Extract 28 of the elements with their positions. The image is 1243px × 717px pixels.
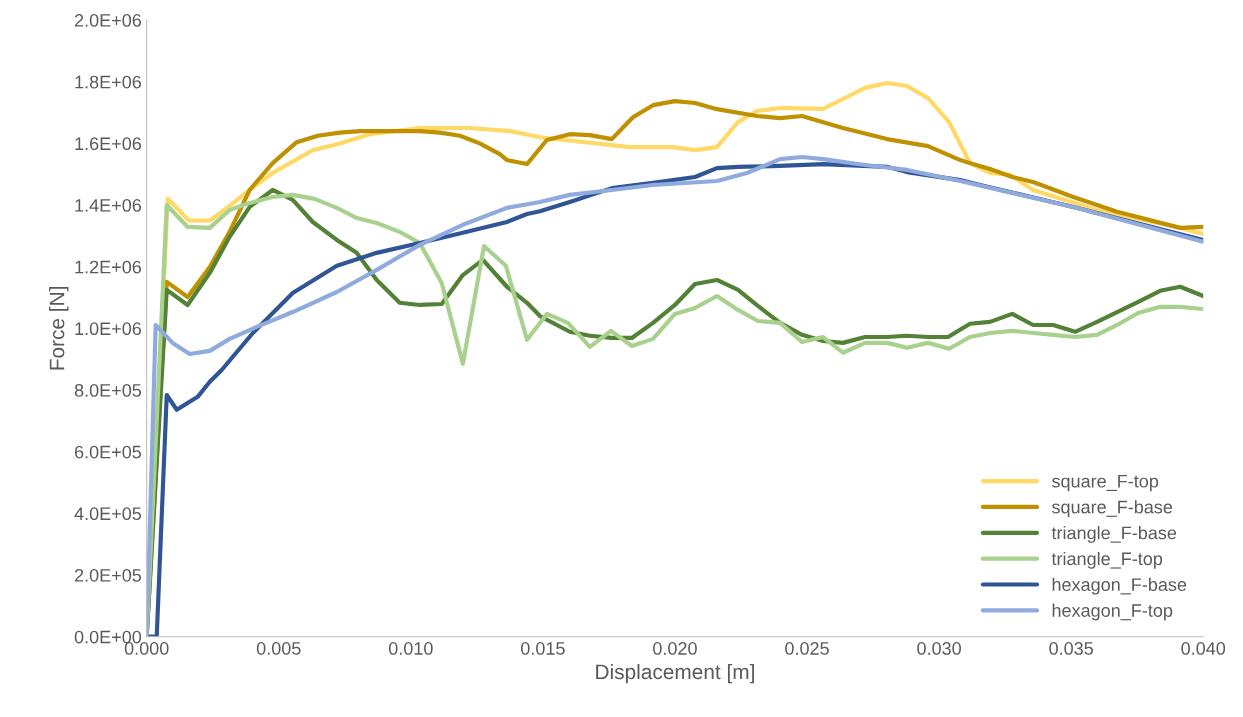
y-tick-label: 2.0E+06 bbox=[74, 14, 142, 27]
y-tick-label: 1.0E+06 bbox=[75, 322, 142, 336]
y-tick-label: 2.0E+05 bbox=[74, 568, 142, 582]
x-tick-label: 0.000 bbox=[124, 642, 169, 655]
y-tick-label: 4.0E+05 bbox=[74, 507, 142, 521]
legend-label: square_F-base bbox=[1051, 500, 1173, 518]
x-tick-label: 0.020 bbox=[653, 642, 697, 655]
legend-label: triangle_F-top bbox=[1051, 551, 1163, 569]
y-tick-label: 1.6E+06 bbox=[75, 137, 142, 151]
x-tick-label: 0.025 bbox=[785, 642, 829, 655]
x-tick-label: 0.015 bbox=[521, 642, 565, 655]
y-tick-label: 0.0E+00 bbox=[74, 630, 142, 644]
y-tick-label: 1.2E+06 bbox=[75, 260, 142, 274]
x-tick-label: 0.035 bbox=[1049, 642, 1093, 655]
legend-label: square_F-top bbox=[1051, 474, 1159, 492]
x-axis-title: Displacement [m] bbox=[596, 663, 754, 684]
legend-label: hexagon_F-base bbox=[1052, 577, 1187, 595]
y-tick-label: 6.0E+05 bbox=[74, 445, 142, 459]
legend-label: triangle_F-base bbox=[1051, 526, 1177, 543]
x-tick-label: 0.010 bbox=[388, 642, 433, 655]
y-axis-title: Force [N] bbox=[49, 287, 69, 370]
y-tick-label: 8.0E+05 bbox=[74, 383, 142, 397]
x-tick-label: 0.005 bbox=[256, 642, 301, 655]
x-tick-label: 0.030 bbox=[917, 642, 961, 655]
y-tick-label: 1.8E+06 bbox=[75, 75, 142, 89]
legend-label: hexagon_F-top bbox=[1052, 603, 1173, 621]
x-tick-label: 0.040 bbox=[1181, 642, 1226, 655]
y-tick-label: 1.4E+06 bbox=[75, 199, 142, 212]
